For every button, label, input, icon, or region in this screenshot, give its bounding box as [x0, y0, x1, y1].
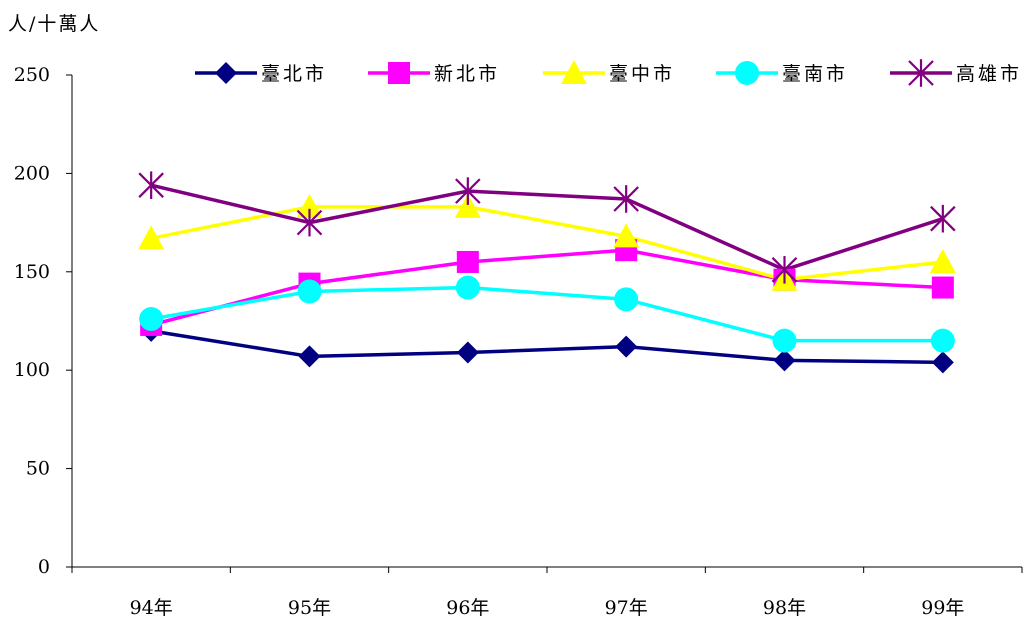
x-tick-label: 94年 [130, 597, 173, 619]
x-tick-label: 95年 [288, 597, 331, 619]
legend-marker [215, 62, 237, 84]
series-line-2 [150, 205, 944, 282]
data-point-s2-1 [296, 193, 323, 218]
data-point-s0-4 [773, 349, 796, 372]
y-tick-label: 0 [38, 556, 50, 578]
data-point-s1-2 [456, 250, 479, 273]
y-tick-label: 150 [14, 261, 50, 283]
series-line-1 [150, 248, 943, 327]
y-axis-label: 人/十萬人 [8, 13, 100, 35]
data-point-s4-3 [613, 185, 639, 213]
data-point-s0-3 [615, 335, 638, 358]
data-point-s3-3 [614, 287, 639, 312]
legend-marker [388, 62, 410, 84]
legend-label: 新北市 [434, 63, 500, 85]
legend-label: 高雄市 [956, 63, 1022, 85]
data-point-s2-2 [454, 193, 481, 218]
y-tick-label: 200 [14, 162, 50, 184]
data-point-s0-2 [456, 341, 479, 364]
legend-item: 臺中市 [543, 60, 675, 85]
legend-marker [735, 61, 759, 85]
y-tick-label: 100 [14, 359, 50, 381]
data-point-s2-0 [138, 225, 165, 250]
data-point-s4-5 [930, 204, 956, 233]
legend-marker [561, 60, 587, 85]
data-point-s4-4 [771, 256, 798, 284]
data-point-s4-1 [296, 208, 323, 237]
x-tick-label: 96年 [446, 597, 489, 619]
legend-item: 新北市 [368, 62, 500, 85]
x-tick-label: 97年 [605, 597, 648, 619]
legend-label: 臺北市 [261, 63, 327, 85]
series-line-3 [150, 285, 943, 343]
data-point-s3-1 [297, 279, 322, 304]
legend-marker [908, 59, 934, 87]
data-point-s2-5 [929, 248, 956, 274]
y-tick-label: 50 [26, 458, 50, 480]
data-point-s4-0 [138, 171, 164, 200]
x-tick-label: 98年 [763, 597, 806, 619]
series-line-0 [150, 329, 943, 365]
data-point-s4-2 [455, 177, 481, 205]
data-point-s2-3 [613, 223, 640, 248]
series-line-4 [150, 183, 944, 272]
data-point-s3-2 [455, 275, 480, 300]
x-tick-label: 99年 [921, 597, 964, 619]
data-point-s1-5 [931, 276, 954, 299]
y-tick-label: 250 [14, 64, 50, 86]
legend-item: 高雄市 [890, 59, 1022, 87]
data-point-s0-1 [298, 345, 321, 368]
data-point-s3-5 [930, 328, 955, 353]
data-point-s0-5 [931, 351, 954, 374]
legend-label: 臺南市 [782, 63, 848, 85]
data-point-s3-4 [772, 328, 797, 353]
data-point-s3-0 [139, 307, 164, 332]
legend-label: 臺中市 [609, 63, 675, 85]
legend-item: 臺南市 [716, 61, 848, 85]
legend-item: 臺北市 [195, 62, 327, 85]
